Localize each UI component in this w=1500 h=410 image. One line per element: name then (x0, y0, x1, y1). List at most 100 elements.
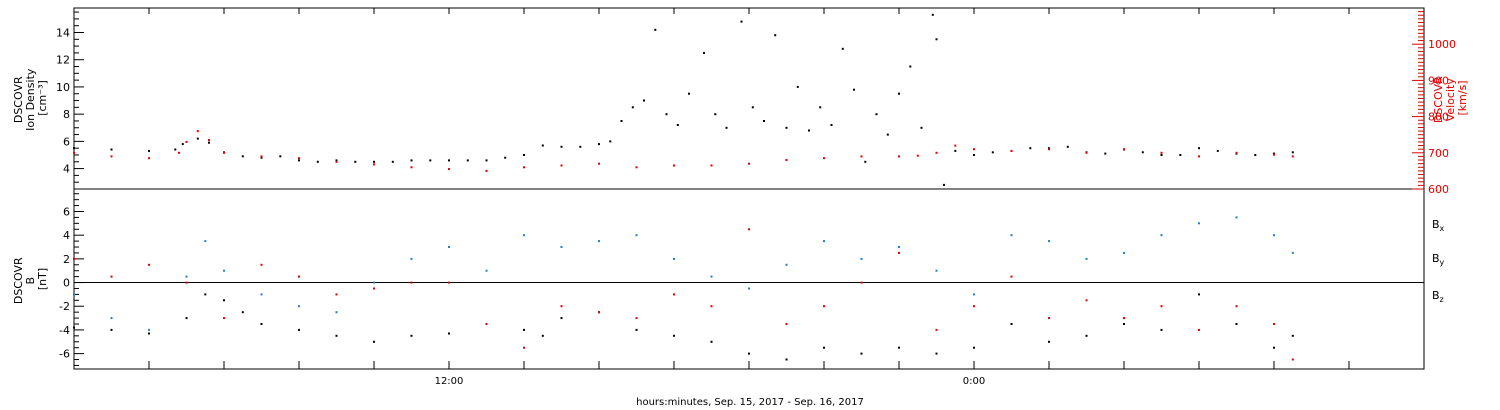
b-axis-label: DSCOVR B [nT] (12, 254, 49, 304)
density-point (688, 92, 690, 95)
velocity-point (298, 157, 300, 160)
bz-point (635, 317, 638, 320)
by-point (185, 275, 188, 278)
bz-point (1048, 317, 1050, 320)
density-point (931, 13, 934, 16)
density-point (448, 159, 450, 162)
bz-point (1235, 305, 1238, 308)
bz-point (523, 346, 525, 349)
bz-point (898, 251, 900, 254)
velocity-point (1048, 148, 1050, 151)
velocity-point (898, 155, 900, 158)
by-point (823, 240, 825, 243)
bz-point (260, 263, 263, 266)
velocity-point (1273, 153, 1275, 156)
by-point (973, 293, 975, 296)
by-point (785, 263, 788, 266)
bx-point (1085, 334, 1088, 337)
velocity-point (860, 155, 863, 158)
velocity-point (148, 157, 150, 160)
bx-point (110, 328, 113, 331)
velocity-point (973, 148, 975, 151)
density-point (1216, 149, 1219, 152)
velocity-point (1123, 148, 1125, 151)
velocity-point (110, 155, 113, 158)
velocity-point (1085, 151, 1088, 154)
by-point (523, 234, 525, 237)
bz-point (748, 228, 750, 231)
bx-point (298, 328, 300, 331)
density-point (279, 155, 282, 158)
bx-point (973, 346, 975, 349)
density-point (853, 88, 855, 91)
density-point (523, 154, 525, 156)
by-point (1273, 234, 1275, 237)
bx-point (1291, 334, 1294, 337)
bx-point (373, 340, 375, 343)
b-tick-label: -4 (59, 324, 70, 337)
density-point (875, 113, 878, 116)
bx-point (410, 334, 413, 337)
velocity-point (208, 139, 210, 142)
density-point (920, 126, 923, 129)
bx-point (1048, 340, 1050, 343)
velocity-axis-label: DSCOVR Velocity [km/s] (1432, 73, 1469, 123)
density-point (886, 133, 889, 136)
by-point (148, 328, 150, 331)
bz-point (860, 281, 863, 284)
velocity-point (223, 151, 225, 154)
by-point (223, 269, 225, 272)
bx-point (710, 340, 713, 343)
velocity-point (560, 164, 563, 167)
bx-point (1198, 293, 1200, 296)
bz-point (598, 311, 600, 314)
velocity-point (373, 163, 375, 166)
density-point (1254, 154, 1257, 156)
density-point (808, 129, 810, 132)
by-point (298, 305, 300, 308)
density-point (196, 137, 199, 140)
b-field-points (73, 216, 1294, 361)
density-point (751, 106, 754, 109)
density-point (1141, 151, 1144, 154)
density-point (991, 151, 994, 154)
density-point (973, 154, 975, 156)
bx-point (241, 311, 244, 314)
by-point (860, 257, 863, 260)
velocity-point (635, 166, 638, 169)
density-point (298, 159, 300, 162)
density-point (654, 28, 657, 31)
by-point (1085, 257, 1088, 260)
bx-point (185, 317, 188, 320)
velocity-point (1291, 155, 1294, 158)
legend-bx: Bx (1432, 218, 1445, 233)
density-point (819, 106, 822, 109)
time-tick-label: 12:00 (435, 376, 464, 387)
by-point (1048, 240, 1050, 243)
bx-point (523, 328, 525, 331)
density-point (620, 120, 623, 122)
density-point (208, 141, 210, 144)
by-point (935, 269, 938, 272)
density-point (1066, 145, 1069, 148)
bz-point (298, 275, 300, 278)
density-point (609, 140, 612, 143)
density-point (1291, 151, 1294, 154)
by-point (260, 293, 263, 296)
bx-point (673, 334, 675, 337)
density-point (785, 126, 788, 129)
density-point (954, 149, 957, 152)
bx-point (635, 328, 638, 331)
bz-point (373, 287, 375, 290)
velocity-point (523, 166, 525, 169)
by-point (898, 246, 900, 248)
bz-point (1291, 358, 1294, 361)
bx-point (898, 346, 900, 349)
density-point (541, 144, 544, 147)
density-point (391, 160, 394, 163)
velocity-point (260, 155, 263, 158)
b-tick-label: 0 (63, 277, 70, 290)
bx-point (204, 293, 207, 296)
velocity-point (954, 144, 957, 147)
